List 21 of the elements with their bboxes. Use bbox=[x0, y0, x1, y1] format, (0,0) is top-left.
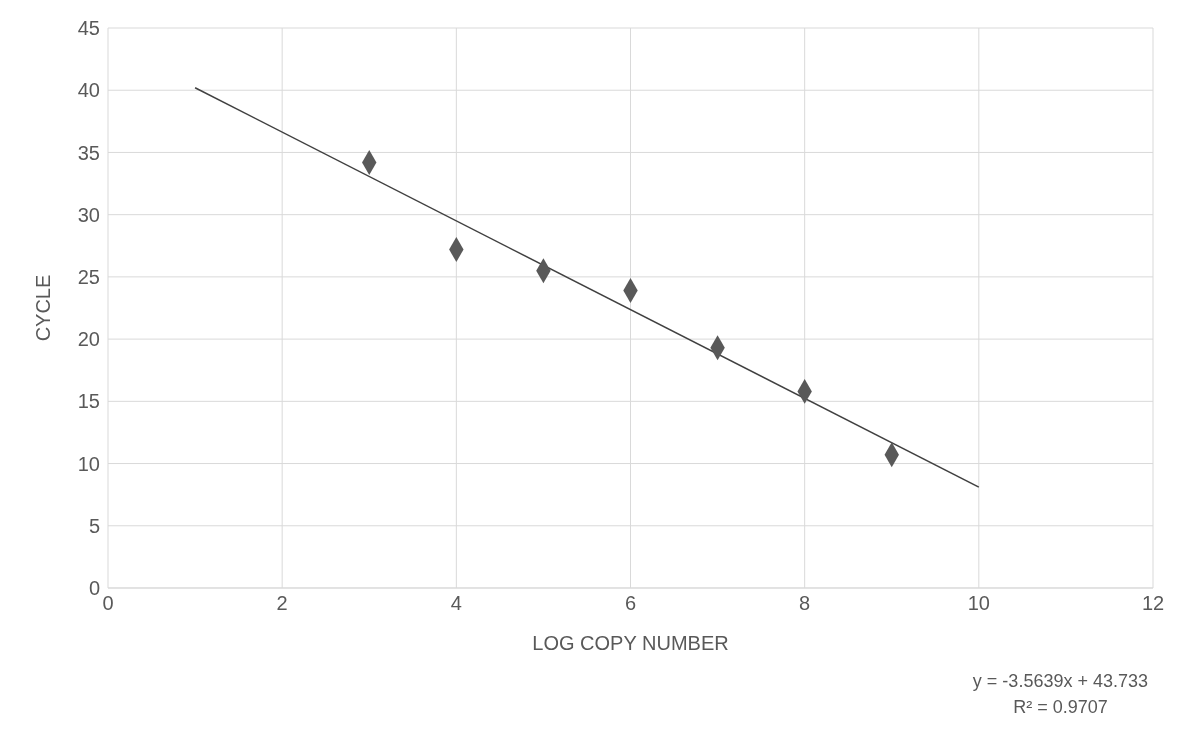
x-tick-label: 12 bbox=[1141, 592, 1165, 615]
y-axis-title: CYCLE bbox=[32, 274, 55, 342]
y-tick-label: 0 bbox=[88, 577, 100, 600]
y-tick-label: 25 bbox=[77, 265, 100, 288]
y-tick-label: 45 bbox=[77, 17, 100, 40]
y-tick-label: 40 bbox=[77, 79, 100, 102]
y-tick-label: 10 bbox=[77, 452, 100, 475]
y-tick-label: 5 bbox=[88, 514, 100, 537]
text: y = -3.5639x + 43.733 bbox=[972, 670, 1148, 693]
y-tick-label: 15 bbox=[77, 390, 100, 413]
x-tick-label: 10 bbox=[967, 592, 990, 615]
y-tick-label: 20 bbox=[77, 328, 100, 351]
x-tick-label: 6 bbox=[624, 592, 637, 615]
y-tick-label: 30 bbox=[77, 203, 100, 226]
x-tick-label: 8 bbox=[799, 592, 811, 615]
x-axis-title: LOG COPY NUMBER bbox=[532, 632, 729, 654]
x-tick-label: 2 bbox=[276, 592, 288, 615]
x-tick-label: 4 bbox=[450, 592, 462, 615]
x-tick-label: 0 bbox=[102, 592, 114, 615]
text: R² = 0.9707 bbox=[1012, 696, 1109, 719]
y-tick-label: 35 bbox=[77, 141, 100, 164]
